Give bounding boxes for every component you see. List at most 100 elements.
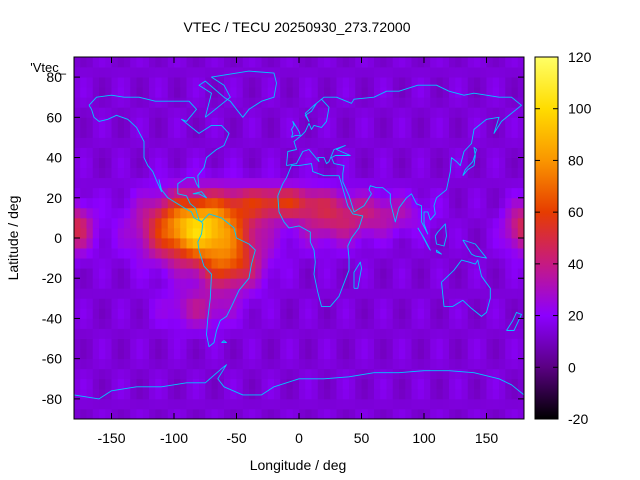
heat-cell (167, 87, 175, 98)
heat-cell (399, 137, 406, 148)
heat-cell (149, 207, 156, 219)
heat-cell (311, 388, 319, 400)
heat-cell (86, 398, 94, 410)
heat-cell (330, 408, 337, 420)
heat-cell (455, 157, 462, 169)
heat-cell (330, 238, 337, 249)
heat-cell (167, 67, 175, 78)
heat-cell (442, 268, 450, 279)
heat-cell (311, 167, 319, 179)
heat-cell (361, 117, 369, 128)
heat-cell (236, 107, 244, 118)
heat-cell (355, 227, 362, 239)
heat-cell (286, 348, 294, 360)
heat-cell (299, 167, 306, 179)
heat-cell (336, 308, 344, 319)
coastline (506, 311, 522, 331)
heat-cell (86, 368, 94, 380)
heat-cell (367, 398, 375, 410)
heat-cell (349, 238, 356, 249)
heat-cell (455, 238, 462, 249)
heat-cell (355, 207, 362, 219)
heat-cell (105, 378, 112, 390)
heat-cell (149, 97, 156, 108)
heat-cell (392, 348, 400, 360)
heat-cell (230, 298, 237, 309)
heat-cell (436, 177, 444, 189)
heat-cell (124, 127, 131, 138)
heat-cell (280, 248, 287, 259)
heat-cell (299, 388, 306, 400)
heat-cell (392, 278, 400, 289)
heat-cell (267, 177, 275, 189)
heat-cell (386, 398, 394, 410)
heat-cell (449, 147, 456, 158)
heat-cell (92, 187, 100, 199)
heat-cell (349, 117, 356, 128)
heat-cell (349, 388, 356, 400)
heat-cell (311, 378, 319, 390)
heat-cell (280, 157, 287, 169)
heat-cell (380, 107, 387, 118)
heat-cell (274, 348, 281, 360)
heat-cell (511, 227, 519, 239)
heat-cell (267, 388, 275, 400)
heat-cell (336, 107, 344, 118)
heat-cell (124, 238, 131, 249)
heat-cell (342, 157, 350, 169)
heat-cell (336, 258, 344, 269)
heat-cell (230, 147, 237, 158)
heat-cell (111, 147, 119, 158)
heat-cell (511, 187, 519, 199)
heat-cell (474, 248, 481, 259)
heat-cell (455, 107, 462, 118)
heat-cell (461, 197, 469, 209)
x-tick-label: -100 (160, 430, 188, 446)
heat-cell (480, 187, 487, 199)
heat-cell (399, 67, 406, 78)
heat-cell (474, 288, 481, 299)
heat-cell (192, 77, 200, 88)
heat-cell (192, 368, 200, 380)
heat-cell (449, 57, 456, 68)
heat-cell (517, 67, 525, 78)
heat-cell (111, 217, 119, 229)
heat-cell (236, 227, 244, 239)
heat-cell (261, 227, 269, 239)
heat-cell (199, 57, 206, 68)
heat-cell (474, 177, 481, 189)
heat-cell (392, 328, 400, 339)
heat-cell (167, 238, 175, 249)
heat-cell (367, 227, 375, 239)
heat-cell (211, 67, 219, 78)
heat-cell (86, 67, 94, 78)
heat-cell (174, 207, 181, 219)
heat-cell (467, 227, 475, 239)
heat-cell (492, 137, 500, 148)
heat-cell (236, 77, 244, 88)
heat-cell (86, 248, 94, 259)
heat-cell (286, 57, 294, 68)
heat-cell (205, 348, 212, 360)
heat-cell (455, 268, 462, 279)
heat-cell (149, 258, 156, 269)
heat-cell (380, 127, 387, 138)
heat-cell (211, 398, 219, 410)
heat-cell (449, 358, 456, 370)
heat-cell (124, 177, 131, 189)
heat-cell (280, 137, 287, 148)
heat-cell (124, 67, 131, 78)
heat-cell (236, 298, 244, 309)
heat-cell (486, 77, 494, 88)
heat-cell (236, 248, 244, 259)
heat-cell (511, 408, 519, 420)
heat-cell (192, 328, 200, 339)
heat-cell (361, 258, 369, 269)
heat-cell (399, 127, 406, 138)
heat-cell (149, 268, 156, 279)
heat-cell (149, 107, 156, 118)
heat-cell (342, 238, 350, 249)
heat-cell (117, 137, 125, 148)
heat-cell (424, 177, 431, 189)
x-axis-label: Longitude / deg (250, 457, 347, 473)
